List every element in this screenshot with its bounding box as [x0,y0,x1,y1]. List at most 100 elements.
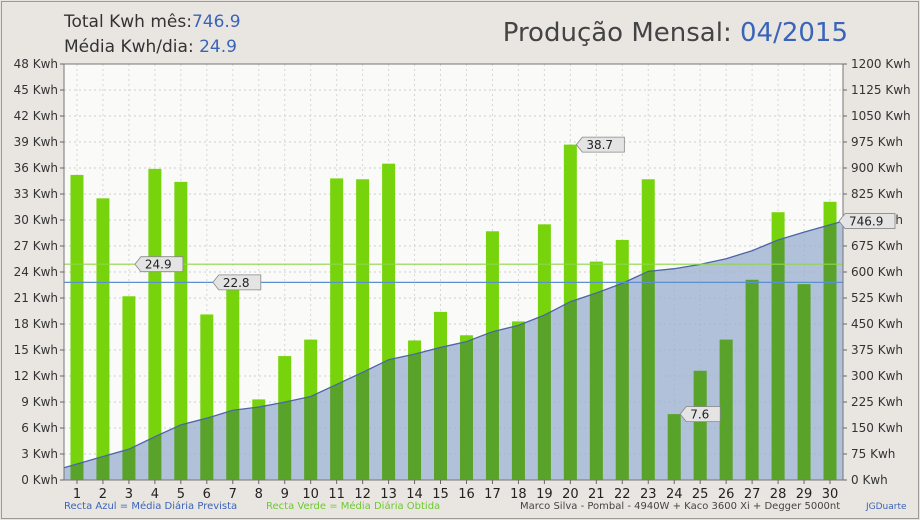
annotation-label: 38.7 [586,138,613,152]
legend-blue-line: Recta Azul = Média Diária Prevista [64,501,238,512]
x-axis-tick-label: 21 [588,487,605,502]
annotation-flag [838,213,896,229]
monthly-stats: Total Kwh mês:746.9 Média Kwh/dia: 24.9 [64,10,241,60]
bar-day-2 [96,198,110,481]
right-axis-tick-label: 600 Kwh [851,265,903,279]
x-axis-tick-label: 3 [125,487,133,502]
bar-shade-day-8 [252,399,266,480]
cumulative-line [63,220,844,469]
bar-day-4 [148,168,162,480]
bar-shade-day-30 [823,221,837,481]
x-axis-tick-label: 17 [484,487,501,502]
bar-shade-day-24 [667,414,681,480]
right-axis-tick-label: 375 Kwh [851,343,903,357]
annotation-label: 746.9 [849,215,883,229]
x-axis-tick-label: 9 [281,487,289,502]
left-axis-tick-label: 12 Kwh [14,369,58,383]
right-axis-tick-label: 675 Kwh [851,239,903,253]
annotation-flag [575,136,625,153]
author-credit: JGDuarte [866,502,907,512]
x-axis-tick-label: 15 [432,487,449,502]
chart-title: Produção Mensal: 04/2015 [503,18,848,48]
x-axis-tick-label: 12 [354,487,371,502]
right-axis-tick-label: 150 Kwh [851,421,903,435]
x-axis-tick-label: 1 [73,487,81,502]
bar-shade-day-23 [641,221,655,480]
system-info: Marco Silva - Pombal - 4940W + Kaco 3600… [520,501,841,512]
left-axis-tick-label: 48 Kwh [14,57,58,71]
left-axis-tick-label: 24 Kwh [14,265,58,279]
right-axis-tick-label: 300 Kwh [851,369,903,383]
x-axis-tick-label: 2 [99,487,107,502]
x-axis-tick-label: 26 [718,487,735,502]
x-axis-tick-label: 22 [614,487,631,502]
left-axis-tick-label: 36 Kwh [14,161,58,175]
x-axis-tick-label: 14 [406,487,423,502]
annotation-label: 22.8 [223,276,250,290]
left-axis-tick-label: 3 Kwh [21,447,58,461]
avg-kwh-label: Média Kwh/dia: [64,37,194,57]
left-axis-tick-label: 18 Kwh [14,317,58,331]
chart-title-label: Produção Mensal: [502,18,732,48]
x-axis-tick-label: 19 [536,487,553,502]
bar-shade-day-27 [745,279,759,480]
avg-kwh-line: Média Kwh/dia: 24.9 [64,35,241,60]
total-kwh-line: Total Kwh mês:746.9 [64,10,241,35]
annotation-flag [679,406,721,423]
x-axis-tick-label: 18 [510,487,527,502]
left-axis-tick-label: 27 Kwh [14,239,58,253]
left-axis-tick-label: 30 Kwh [14,213,58,227]
bar-day-3 [122,296,136,480]
x-axis-tick-label: 24 [666,487,683,502]
right-axis-tick-label: 525 Kwh [851,291,903,305]
x-axis-tick-label: 8 [255,487,263,502]
x-axis-tick-label: 23 [640,487,657,502]
avg-kwh-value: 24.9 [199,37,237,57]
chart-title-period: 04/2015 [739,18,848,48]
bar-shade-day-15 [434,311,448,480]
bar-shade-day-16 [459,335,473,480]
left-axis-tick-label: 9 Kwh [21,395,58,409]
left-axis-tick-label: 0 Kwh [21,473,58,487]
bar-shade-day-26 [719,339,733,480]
bar-shade-day-14 [408,340,422,480]
x-axis-tick-label: 28 [770,487,787,502]
x-axis-tick-label: 6 [203,487,211,502]
left-axis-tick-label: 39 Kwh [14,135,58,149]
x-axis-tick-label: 27 [744,487,761,502]
left-axis-tick-label: 45 Kwh [14,83,58,97]
right-axis-tick-label: 450 Kwh [851,317,903,331]
total-kwh-label: Total Kwh mês: [64,12,192,32]
x-axis-tick-label: 4 [151,487,159,502]
bar-shade-day-22 [615,239,629,480]
x-axis-tick-label: 13 [380,487,397,502]
right-axis-tick-label: 900 Kwh [851,161,903,175]
bar-shade-day-28 [771,221,785,480]
right-axis-tick-label: 225 Kwh [851,395,903,409]
bar-shade-day-21 [589,261,603,480]
x-axis-tick-label: 29 [796,487,813,502]
x-axis-tick-label: 7 [229,487,237,502]
left-axis-tick-label: 6 Kwh [21,421,58,435]
left-axis-tick-label: 33 Kwh [14,187,58,201]
legend-green-line: Recta Verde = Média Diária Obtida [266,501,441,512]
right-axis-tick-label: 1125 Kwh [851,83,911,97]
left-axis-tick-label: 21 Kwh [14,291,58,305]
x-axis-tick-label: 11 [328,487,345,502]
bar-shade-day-29 [797,284,811,480]
x-axis-tick-label: 5 [177,487,185,502]
right-axis-tick-label: 0 Kwh [851,473,888,487]
total-kwh-value: 746.9 [191,12,241,32]
x-axis-tick-label: 25 [692,487,709,502]
right-axis-tick-label: 1200 Kwh [851,57,911,71]
x-axis-tick-label: 16 [458,487,475,502]
bar-shade-day-18 [511,321,525,480]
left-axis-tick-label: 42 Kwh [14,109,58,123]
x-axis-tick-label: 10 [302,487,319,502]
x-axis-tick-label: 30 [822,487,839,502]
right-axis-tick-label: 825 Kwh [851,187,903,201]
annotation-label: 7.6 [690,408,709,422]
right-axis-tick-label: 75 Kwh [851,447,895,461]
annotation-label: 24.9 [145,258,172,272]
annotation-flag [212,274,262,291]
